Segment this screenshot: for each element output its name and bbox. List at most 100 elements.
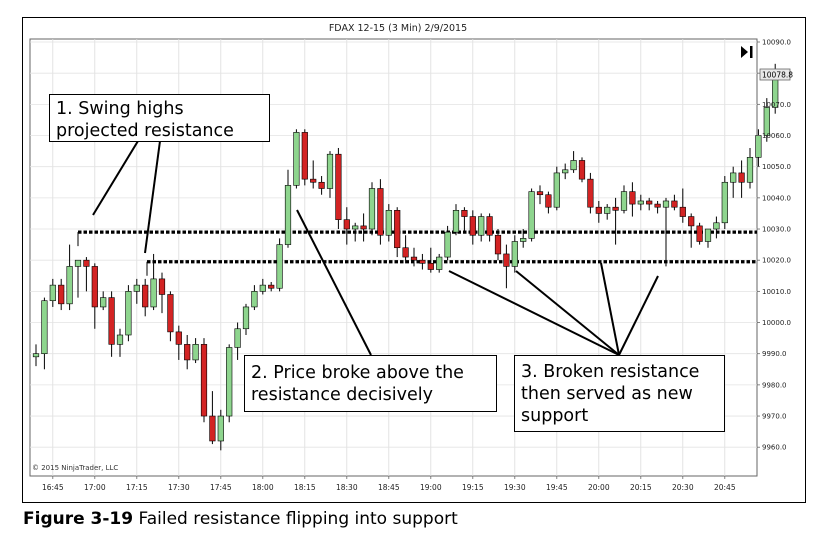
callout-broken-resistance: 3. Broken resistance then served as new … — [514, 355, 725, 432]
arrow-3d — [618, 275, 659, 356]
candle-body — [83, 259, 90, 267]
candle-body — [125, 291, 132, 336]
candle-body — [318, 181, 325, 189]
end-of-chart-icon[interactable] — [741, 46, 753, 58]
candle — [545, 191, 552, 214]
candle — [209, 391, 216, 445]
candle-body — [595, 206, 602, 214]
candle — [192, 338, 199, 364]
y-tick-label: 9990.0 — [762, 350, 787, 358]
candle-body — [150, 278, 157, 308]
figure-caption: Figure 3-19 Failed resistance flipping i… — [23, 509, 458, 529]
candle-body — [226, 347, 233, 417]
candle — [688, 213, 695, 248]
candle — [49, 278, 56, 307]
candle-body — [452, 210, 460, 233]
candle-body — [377, 188, 384, 236]
candle — [268, 282, 275, 292]
candle — [528, 188, 535, 242]
x-tick-label: 17:30 — [168, 483, 190, 492]
x-tick-label: 16:45 — [42, 483, 64, 492]
candle — [301, 129, 308, 186]
candle-body — [167, 294, 174, 333]
candle-body — [730, 172, 737, 183]
x-tick-label: 18:30 — [336, 483, 358, 492]
candle — [696, 222, 703, 245]
candle — [486, 213, 493, 242]
candle-body — [654, 203, 661, 208]
candle-body — [503, 253, 510, 267]
candle — [511, 235, 518, 273]
candle — [478, 213, 485, 242]
x-tick-label: 20:15 — [630, 483, 652, 492]
candle — [385, 204, 392, 242]
candle-body — [679, 206, 686, 217]
candle-body — [234, 328, 241, 348]
candle — [444, 225, 451, 261]
candle-body — [545, 194, 552, 208]
candle-body — [368, 188, 376, 230]
candle — [587, 172, 594, 214]
candle — [343, 207, 350, 245]
candle — [394, 207, 401, 258]
candle-body — [91, 266, 98, 308]
candle — [452, 204, 460, 236]
candle — [503, 244, 510, 289]
candle-body — [310, 178, 317, 183]
candle-body — [662, 200, 670, 208]
arrow-3a — [448, 270, 620, 356]
candle-body — [553, 172, 560, 208]
candle — [175, 325, 182, 360]
candle-body — [427, 263, 434, 270]
candle-body — [108, 297, 115, 345]
candle-body — [478, 216, 485, 236]
candle-body — [32, 353, 40, 358]
candle-body — [604, 206, 611, 214]
y-tick-label: 9980.0 — [762, 381, 787, 389]
candle — [74, 259, 82, 298]
candle-body — [301, 132, 308, 180]
candle — [142, 278, 149, 317]
candle — [704, 228, 712, 248]
candle-body — [688, 216, 695, 227]
caption-text: Failed resistance flipping into support — [138, 509, 458, 529]
candle-body — [259, 284, 266, 292]
candle-body — [242, 306, 250, 330]
candle — [32, 344, 40, 367]
x-tick-label: 17:15 — [126, 483, 148, 492]
candle-body — [469, 216, 476, 236]
candle — [494, 229, 502, 261]
x-tick-label: 18:45 — [378, 483, 400, 492]
candle — [125, 285, 132, 342]
candle — [570, 151, 577, 173]
candle — [461, 207, 468, 233]
callout-swing-highs: 1. Swing highs projected resistance — [49, 94, 270, 142]
candle-body — [326, 153, 334, 189]
candle — [654, 200, 661, 214]
candle — [419, 253, 426, 270]
candle-body — [158, 278, 166, 295]
x-tick-label: 19:15 — [462, 483, 484, 492]
candle — [335, 147, 342, 230]
y-tick-label: 10000.0 — [762, 319, 791, 327]
candle-body — [746, 157, 754, 183]
candle-body — [528, 191, 535, 239]
candle-body — [116, 334, 124, 345]
arrow-1a — [92, 140, 139, 216]
x-tick-label: 19:00 — [420, 483, 442, 492]
candle — [730, 166, 737, 198]
candle-body — [578, 160, 586, 180]
x-tick-label: 19:30 — [504, 483, 526, 492]
candle — [646, 197, 653, 211]
candle-body — [721, 181, 728, 224]
candle-body — [419, 259, 426, 264]
x-tick-label: 17:00 — [84, 483, 106, 492]
candle — [620, 185, 628, 214]
y-tick-label: 10010.0 — [762, 288, 791, 296]
candle — [368, 182, 376, 236]
candle-body — [444, 231, 451, 258]
candle — [553, 166, 560, 211]
y-tick-label: 9960.0 — [762, 444, 787, 452]
candle — [83, 257, 90, 292]
candle-body — [385, 210, 392, 236]
